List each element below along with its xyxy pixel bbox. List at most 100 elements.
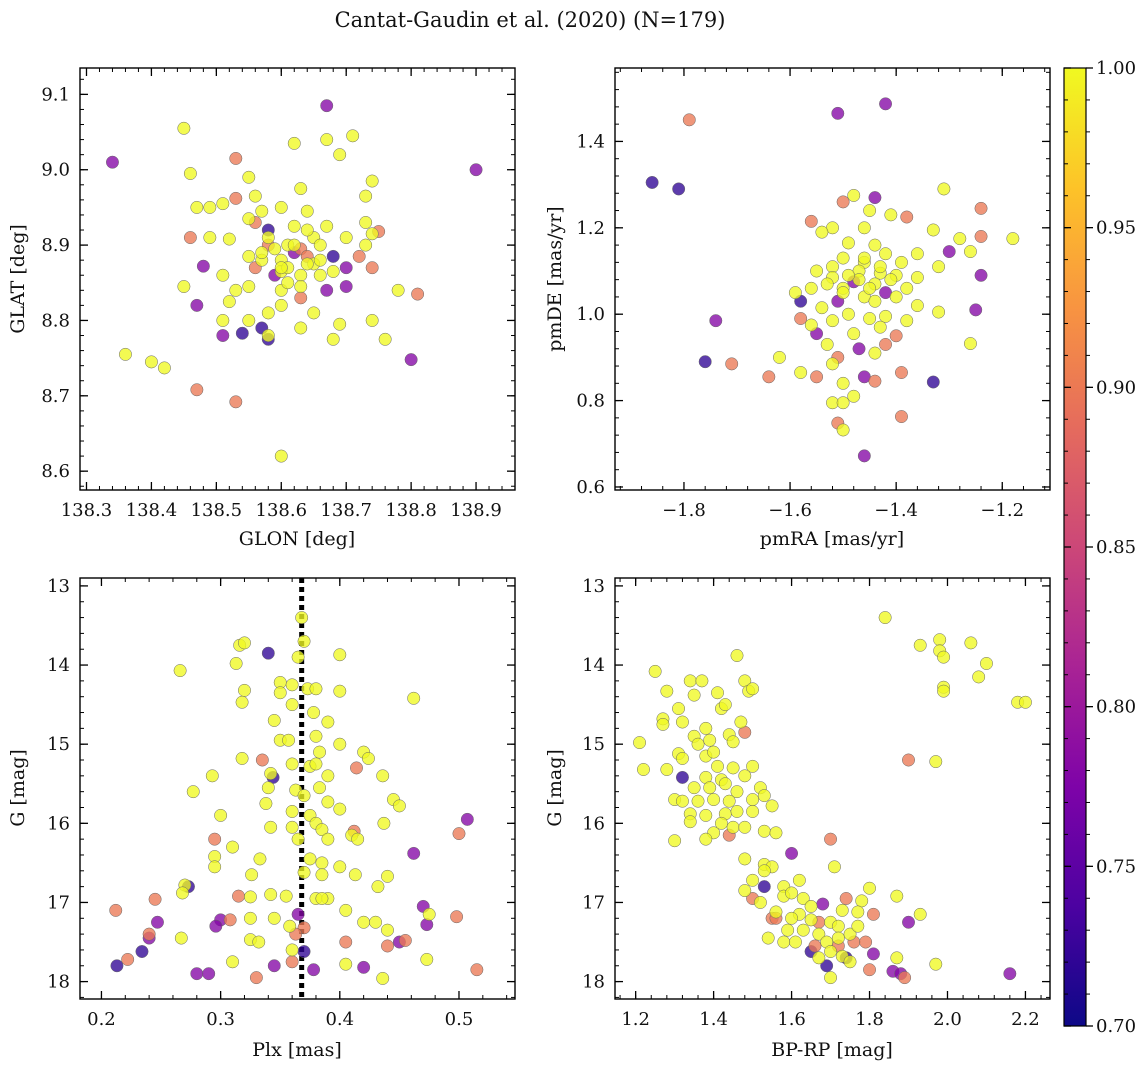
data-point [242,313,256,327]
color-magnitude-x-label: BP-RP [mag] [771,1039,893,1061]
data-point [326,265,340,278]
data-point [339,957,353,971]
data-point [339,935,353,949]
data-point [815,301,829,315]
data-point [820,337,834,351]
data-point [765,799,779,813]
data-point [796,923,810,937]
data-point [321,795,335,809]
data-point [804,318,818,332]
data-point [378,332,392,346]
proper-motion-y-label: pmDE [mas/yr] [544,206,566,351]
data-point [261,329,275,342]
data-point [214,808,228,822]
y-tick-label: 8.8 [41,310,70,331]
data-point [274,200,288,214]
data-point [929,957,943,971]
data-point [824,832,838,846]
data-point [866,947,880,961]
data-point [900,210,914,224]
y-tick-label: 1.2 [576,218,605,239]
data-point [273,686,287,700]
data-point [777,935,791,949]
data-point [827,860,841,874]
data-point [208,860,222,874]
data-point [242,212,256,226]
x-tick-label: 0.2 [87,1009,116,1030]
data-point [287,136,301,150]
data-point [208,832,222,846]
data-point [699,721,713,735]
data-point [1018,695,1032,709]
data-point [285,820,299,834]
color-magnitude-points [633,611,1032,985]
data-point [326,249,340,263]
data-point [937,650,951,664]
data-point [300,204,314,218]
sky-axes-frame [79,67,516,491]
y-tick-label: 17 [47,892,70,913]
sky-y-label: GLAT [deg] [7,224,29,334]
data-point [285,955,299,969]
data-point [868,346,882,360]
data-point [902,753,915,767]
y-tick-label: 17 [582,892,605,913]
data-point [238,683,251,697]
panel-sky: 138.3 138.4 138.5 138.6 138.7 138.8 138.9 8.6 8.… [7,67,516,550]
data-point [420,952,434,966]
data-point [313,781,326,795]
data-point [773,350,786,364]
data-point [895,366,908,379]
data-point [245,868,259,882]
data-point [933,633,947,647]
data-point [294,268,308,282]
x-tick-label: −1.8 [662,500,706,521]
data-point [963,337,977,351]
y-tick-label: 9.0 [41,160,70,181]
y-tick-label: 8.7 [41,386,70,407]
data-point [303,852,317,866]
data-point [264,820,278,834]
data-point [365,261,379,275]
parallax-axes-frame [79,577,516,1000]
data-point [683,815,697,829]
data-point [320,133,334,147]
data-point [287,238,301,252]
x-tick-label: 138.7 [320,500,372,521]
y-tick-label: 18 [47,972,70,993]
data-point [757,824,771,838]
data-point [863,312,877,325]
data-point [839,892,853,905]
data-point [460,812,474,826]
data-point [831,919,845,933]
data-point [315,892,329,905]
data-point [926,223,940,237]
data-point [964,636,978,650]
data-point [785,911,799,925]
data-point [879,337,892,351]
data-point [707,745,721,759]
colorbar-tick-label: 1.00 [1096,58,1136,79]
data-point [135,945,149,958]
data-point [268,242,282,256]
data-point [868,191,882,205]
data-point [785,886,799,900]
data-point [313,268,327,282]
data-point [365,227,379,241]
data-point [243,911,257,925]
data-point [321,832,335,846]
data-point [333,317,347,331]
data-point [253,852,267,866]
data-point [297,634,311,648]
data-point [295,611,309,625]
data-point [300,257,314,271]
data-point [824,971,838,985]
data-point [835,903,849,917]
data-point [261,781,275,795]
data-point [738,884,752,898]
data-point [804,899,818,913]
data-point [698,355,712,369]
data-point [683,674,697,688]
colorbar: 0.70 0.75 0.80 0.85 0.90 0.95 1.00 [1063,58,1136,1037]
data-point [843,927,857,941]
